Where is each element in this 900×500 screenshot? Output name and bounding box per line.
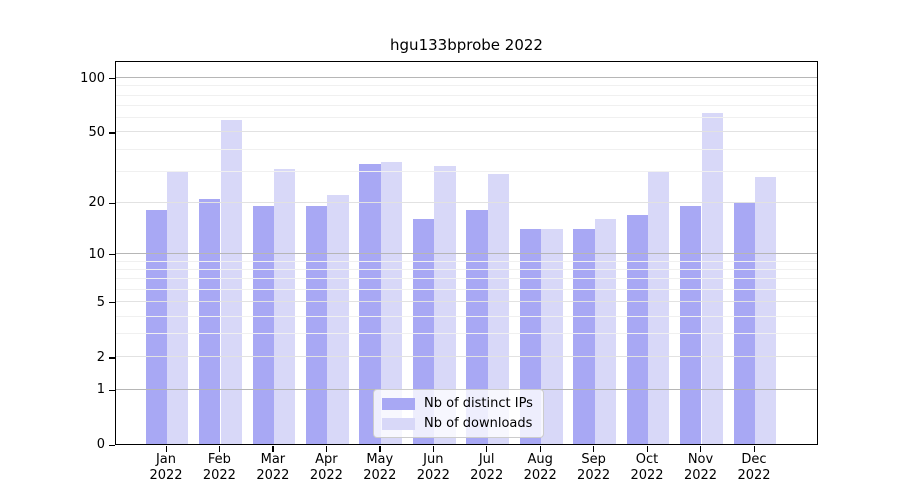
y-tick-label-2: 2 (96, 349, 105, 365)
bar-downloads-nov (701, 112, 723, 444)
bar-distinct-ips-sep (573, 229, 595, 444)
x-tick-label-aug: Aug 2022 (523, 452, 557, 483)
bar-downloads-jan (167, 171, 189, 444)
legend-label-distinct-ips: Nb of distinct IPs (424, 396, 533, 411)
y-tick-label-5: 5 (96, 294, 105, 310)
plot-area: Nb of distinct IPs Nb of downloads (115, 61, 818, 445)
x-tick-label-feb: Feb 2022 (202, 452, 236, 483)
y-tick-label-50: 50 (88, 124, 105, 140)
y-tick-mark-20 (109, 202, 115, 205)
x-tick-mark-oct (646, 446, 648, 452)
legend-swatch-downloads (382, 417, 415, 430)
y-tick-label-20: 20 (88, 195, 105, 211)
bar-distinct-ips-apr (306, 206, 328, 444)
bar-downloads-jun (434, 166, 456, 444)
y-tick-mark-0 (109, 444, 115, 446)
bar-downloads-aug (541, 229, 563, 444)
bar-downloads-jul (487, 173, 510, 444)
bar-distinct-ips-feb (199, 198, 221, 444)
x-tick-mark-nov (700, 446, 702, 452)
bars-layer (116, 62, 817, 444)
y-tick-mark-5 (109, 302, 115, 304)
bar-distinct-ips-dec (733, 202, 755, 444)
x-tick-mark-jul (486, 446, 488, 452)
bar-downloads-mar (273, 168, 296, 444)
x-tick-mark-may (379, 446, 381, 452)
bar-distinct-ips-may (359, 164, 381, 444)
x-tick-label-oct: Oct 2022 (630, 452, 664, 483)
legend-item-downloads: Nb of downloads (382, 416, 533, 431)
y-tick-mark-2 (109, 357, 115, 359)
legend-swatch-distinct-ips (382, 397, 415, 410)
legend-item-distinct-ips: Nb of distinct IPs (382, 396, 533, 411)
x-tick-label-jul: Jul 2022 (470, 452, 504, 483)
bar-downloads-dec (755, 176, 777, 444)
y-tick-label-1: 1 (96, 382, 105, 397)
legend: Nb of distinct IPs Nb of downloads (373, 389, 544, 438)
bar-distinct-ips-jun (412, 219, 435, 444)
x-tick-mark-jan (165, 446, 167, 452)
bar-downloads-apr (327, 195, 349, 444)
x-tick-mark-aug (539, 446, 541, 452)
x-tick-label-jun: Jun 2022 (416, 452, 450, 483)
x-tick-label-sep: Sep 2022 (577, 452, 611, 483)
x-tick-label-jan: Jan 2022 (149, 452, 183, 483)
bar-distinct-ips-oct (626, 214, 648, 444)
bar-downloads-feb (220, 120, 242, 444)
chart-title: hgu133bprobe 2022 (390, 36, 543, 54)
x-tick-mark-dec (753, 446, 755, 452)
x-tick-label-mar: Mar 2022 (256, 452, 290, 483)
x-tick-label-dec: Dec 2022 (737, 452, 771, 483)
y-tick-mark-1 (109, 389, 115, 391)
x-tick-mark-sep (593, 446, 595, 452)
bar-distinct-ips-nov (680, 206, 702, 444)
x-tick-mark-jun (432, 446, 435, 452)
bar-distinct-ips-mar (252, 206, 274, 444)
legend-label-downloads: Nb of downloads (424, 416, 533, 431)
x-tick-mark-mar (272, 446, 274, 452)
x-tick-label-nov: Nov 2022 (683, 452, 718, 483)
x-tick-label-may: May 2022 (363, 452, 397, 483)
bar-downloads-may (380, 161, 403, 444)
y-tick-mark-100 (109, 78, 115, 80)
x-tick-label-apr: Apr 2022 (309, 452, 343, 483)
y-tick-mark-50 (109, 132, 115, 134)
y-tick-label-10: 10 (88, 246, 105, 262)
y-tick-label-100: 100 (80, 70, 105, 86)
x-tick-mark-feb (218, 446, 221, 452)
bar-downloads-oct (648, 171, 670, 444)
x-tick-mark-apr (325, 446, 328, 452)
y-tick-mark-10 (109, 254, 115, 256)
bar-distinct-ips-jan (145, 210, 167, 444)
bar-downloads-sep (594, 219, 616, 444)
bar-distinct-ips-jul (466, 210, 488, 444)
y-tick-label-0: 0 (96, 437, 105, 452)
